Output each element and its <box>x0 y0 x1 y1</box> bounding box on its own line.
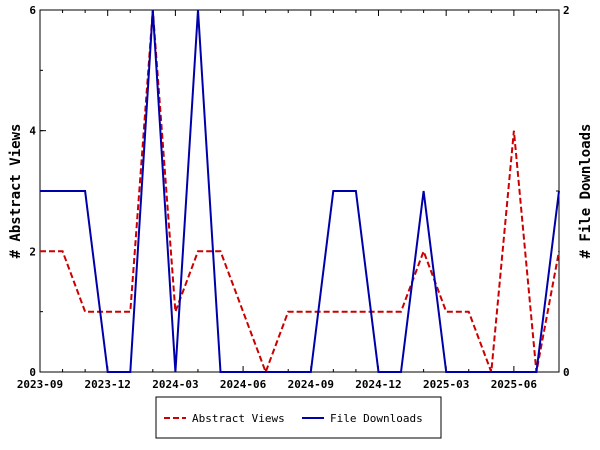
legend-box <box>155 396 442 439</box>
legend: Abstract Views File Downloads <box>155 396 442 439</box>
plot-area <box>39 9 560 373</box>
x-tick-label: 2023-09 <box>17 378 63 391</box>
series-line-abstract-views <box>40 9 560 375</box>
x-tick-label: 2023-12 <box>85 378 131 391</box>
y-tick-label: 4 <box>29 125 36 138</box>
y-tick-label: 6 <box>29 4 36 17</box>
legend-label-abstract-views: Abstract Views <box>192 412 285 425</box>
y-tick-label: 2 <box>29 245 36 258</box>
x-tick-label: 2024-06 <box>220 378 267 391</box>
series-line-file-downloads <box>40 9 560 373</box>
legend-label-file-downloads: File Downloads <box>330 412 423 425</box>
y2-tick-label: 2 <box>563 4 570 17</box>
tick-labels: 2023-09 2023-12 2024-03 2024-06 2024-09 2024-… <box>17 4 570 391</box>
x-tick-label: 2024-12 <box>355 378 401 391</box>
y-tick-label: 0 <box>29 366 36 379</box>
y-axis-title: # Abstract Views <box>8 124 24 259</box>
x-tick-label: 2025-03 <box>423 378 469 391</box>
x-tick-label: 2024-03 <box>152 378 198 391</box>
y2-axis-title: # File Downloads <box>578 124 594 259</box>
x-tick-label: 2024-09 <box>288 378 334 391</box>
y2-tick-label: 0 <box>563 366 570 379</box>
x-tick-label: 2025-06 <box>491 378 538 391</box>
series-layer <box>40 9 560 375</box>
